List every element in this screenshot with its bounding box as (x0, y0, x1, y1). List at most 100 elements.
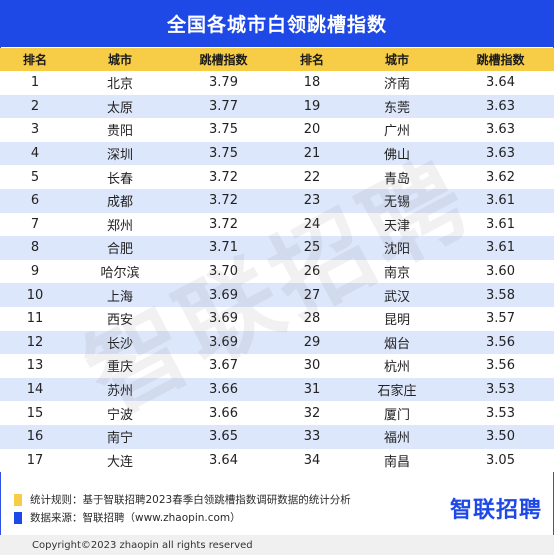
table-header-row: 排名 城市 跳槽指数 排名 城市 跳槽指数 (0, 48, 554, 71)
rank-cell: 7 (0, 212, 70, 237)
city-cell: 石家庄 (347, 377, 447, 402)
header-index-right: 跳槽指数 (447, 48, 554, 71)
index-cell: 3.56 (447, 354, 554, 378)
header-city-left: 城市 (70, 48, 170, 71)
city-cell: 北京 (70, 71, 170, 95)
rank-cell: 8 (0, 236, 70, 260)
index-cell: 3.63 (447, 94, 554, 119)
city-cell: 天津 (347, 212, 447, 237)
index-cell: 3.77 (170, 94, 277, 119)
rank-cell: 5 (0, 165, 70, 189)
city-cell: 杭州 (347, 354, 447, 378)
index-cell: 3.65 (170, 424, 277, 449)
table-row: 10 上海 3.69 27 武汉 3.58 (0, 283, 554, 307)
index-cell: 3.75 (170, 118, 277, 142)
rank-cell: 30 (277, 354, 347, 378)
city-cell: 南宁 (70, 424, 170, 449)
note-data-source: 数据来源：智联招聘（www.zhaopin.com） (14, 510, 241, 525)
index-cell: 3.56 (447, 330, 554, 355)
city-cell: 苏州 (70, 377, 170, 402)
city-cell: 烟台 (347, 330, 447, 355)
index-cell: 3.64 (447, 71, 554, 95)
table-row: 12 长沙 3.69 29 烟台 3.56 (0, 330, 554, 355)
header-city-right: 城市 (347, 48, 447, 71)
table-row: 4 深圳 3.75 21 佛山 3.63 (0, 141, 554, 166)
rank-cell: 15 (0, 401, 70, 425)
rank-cell: 24 (277, 212, 347, 237)
rank-cell: 29 (277, 330, 347, 355)
city-cell: 郑州 (70, 212, 170, 237)
rank-cell: 21 (277, 141, 347, 166)
index-cell: 3.66 (170, 377, 277, 402)
rank-cell: 26 (277, 259, 347, 284)
zhaopin-logo: 智联招聘 (449, 498, 542, 523)
index-cell: 3.67 (170, 354, 277, 378)
city-cell: 成都 (70, 188, 170, 213)
notes-section: 统计规则：基于智联招聘2023春季白领跳槽指数调研数据的统计分析 数据来源：智联… (0, 484, 554, 534)
rank-cell: 23 (277, 188, 347, 213)
rank-cell: 19 (277, 94, 347, 119)
index-cell: 3.61 (447, 188, 554, 213)
blue-square-icon (14, 511, 22, 524)
city-cell: 济南 (347, 71, 447, 95)
city-cell: 贵阳 (70, 118, 170, 142)
index-cell: 3.50 (447, 424, 554, 449)
index-cell: 3.58 (447, 283, 554, 307)
rank-cell: 12 (0, 330, 70, 355)
rank-cell: 13 (0, 354, 70, 378)
index-cell: 3.69 (170, 330, 277, 355)
city-cell: 昆明 (347, 306, 447, 331)
index-cell: 3.66 (170, 401, 277, 425)
table-row: 2 太原 3.77 19 东莞 3.63 (0, 94, 554, 119)
index-cell: 3.05 (447, 448, 554, 473)
index-cell: 3.62 (447, 165, 554, 189)
header-index-left: 跳槽指数 (170, 48, 277, 71)
index-cell: 3.53 (447, 377, 554, 402)
rank-cell: 3 (0, 118, 70, 142)
rank-cell: 4 (0, 141, 70, 166)
page-title: 全国各城市白领跳槽指数 (166, 14, 387, 36)
table-row: 6 成都 3.72 23 无锡 3.61 (0, 188, 554, 213)
index-cell: 3.72 (170, 165, 277, 189)
index-cell: 3.72 (170, 212, 277, 237)
index-cell: 3.60 (447, 259, 554, 284)
header-rank-left: 排名 (0, 48, 70, 71)
table-row: 8 合肥 3.71 25 沈阳 3.61 (0, 236, 554, 260)
city-cell: 青岛 (347, 165, 447, 189)
index-cell: 3.72 (170, 188, 277, 213)
table-row: 13 重庆 3.67 30 杭州 3.56 (0, 354, 554, 378)
rank-cell: 1 (0, 71, 70, 95)
table-row: 15 宁波 3.66 32 厦门 3.53 (0, 401, 554, 425)
city-cell: 大连 (70, 448, 170, 473)
rank-cell: 14 (0, 377, 70, 402)
city-cell: 重庆 (70, 354, 170, 378)
rank-cell: 28 (277, 306, 347, 331)
city-cell: 哈尔滨 (70, 259, 170, 284)
table-row: 3 贵阳 3.75 20 广州 3.63 (0, 118, 554, 142)
city-cell: 沈阳 (347, 236, 447, 260)
rank-cell: 32 (277, 401, 347, 425)
rank-cell: 20 (277, 118, 347, 142)
index-cell: 3.75 (170, 141, 277, 166)
table-row: 9 哈尔滨 3.70 26 南京 3.60 (0, 259, 554, 284)
yellow-square-icon (14, 493, 22, 506)
index-cell: 3.64 (170, 448, 277, 473)
rank-cell: 25 (277, 236, 347, 260)
header-rank-right: 排名 (277, 48, 347, 71)
index-cell: 3.57 (447, 306, 554, 331)
city-cell: 深圳 (70, 141, 170, 166)
rank-cell: 22 (277, 165, 347, 189)
table-row: 1 北京 3.79 18 济南 3.64 (0, 71, 554, 95)
note-stat-rule: 统计规则：基于智联招聘2023春季白领跳槽指数调研数据的统计分析 (14, 492, 351, 507)
note-stat-rule-text: 统计规则：基于智联招聘2023春季白领跳槽指数调研数据的统计分析 (30, 494, 351, 506)
rank-cell: 9 (0, 259, 70, 284)
copyright-bar: Copyright©2023 zhaopin all rights reserv… (0, 535, 554, 555)
rank-cell: 2 (0, 94, 70, 119)
table-row: 14 苏州 3.66 31 石家庄 3.53 (0, 377, 554, 402)
city-cell: 西安 (70, 306, 170, 331)
rank-cell: 11 (0, 306, 70, 331)
city-cell: 东莞 (347, 94, 447, 119)
rank-cell: 18 (277, 71, 347, 95)
rank-cell: 16 (0, 424, 70, 449)
rank-cell: 33 (277, 424, 347, 449)
